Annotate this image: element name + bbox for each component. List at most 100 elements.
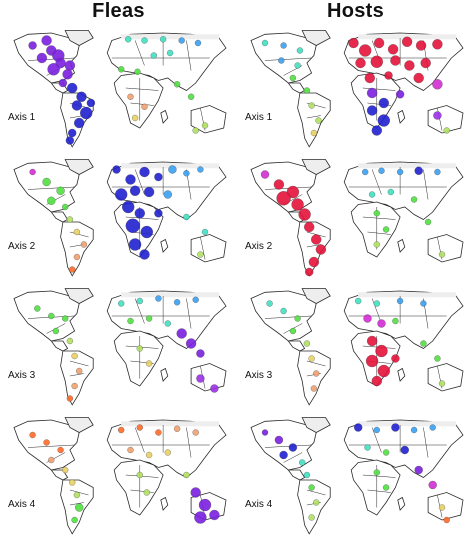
ice-region xyxy=(64,30,94,46)
map-point xyxy=(303,471,311,479)
map-point xyxy=(378,97,389,109)
country-border xyxy=(306,244,321,248)
country-border xyxy=(27,186,75,190)
axis-label: Axis 1 xyxy=(8,112,36,123)
map-point xyxy=(410,196,418,203)
map-point xyxy=(375,344,388,358)
ice-region xyxy=(301,417,331,433)
map-point xyxy=(145,360,153,367)
map-point xyxy=(278,57,285,64)
country-border xyxy=(134,169,145,195)
map-point xyxy=(355,297,362,305)
ice-region xyxy=(64,159,94,175)
map-point xyxy=(410,426,418,434)
map-point xyxy=(443,516,450,524)
map-point xyxy=(364,444,371,451)
map-point xyxy=(308,102,315,109)
land-region xyxy=(397,238,406,253)
map-point xyxy=(125,218,140,233)
world-map xyxy=(13,417,227,535)
map-point xyxy=(359,44,372,57)
map-point xyxy=(315,117,322,124)
map-point xyxy=(198,498,212,512)
country-border xyxy=(367,231,391,235)
country-border xyxy=(371,298,382,324)
map-point xyxy=(122,200,135,214)
map-point xyxy=(363,314,372,323)
country-border xyxy=(125,87,159,91)
map-panel: Axis 3 xyxy=(237,286,470,411)
map-point xyxy=(80,241,88,248)
map-point xyxy=(28,41,37,50)
map-point xyxy=(315,244,327,255)
map-point xyxy=(261,429,269,436)
land-region xyxy=(427,363,464,392)
map-point xyxy=(438,251,446,258)
map-point xyxy=(415,40,427,51)
map-point xyxy=(432,39,443,50)
map-point xyxy=(382,484,390,491)
country-border xyxy=(27,57,75,61)
map-point xyxy=(387,44,399,55)
map-point xyxy=(173,299,181,306)
country-border xyxy=(362,87,396,91)
map-point xyxy=(260,170,270,179)
map-point xyxy=(370,55,383,68)
axis-label: Axis 3 xyxy=(8,370,36,381)
map-point xyxy=(192,127,199,134)
land-region xyxy=(50,340,69,352)
map-point xyxy=(273,179,285,190)
map-point xyxy=(62,69,73,80)
map-point xyxy=(136,424,143,431)
map-point xyxy=(47,196,56,205)
land-region xyxy=(160,238,169,253)
country-border xyxy=(264,444,312,448)
map-point xyxy=(276,191,291,206)
map-point xyxy=(294,315,301,322)
land-region xyxy=(160,109,169,124)
axis-label: Axis 1 xyxy=(245,112,273,123)
map-panel: Axis 3 xyxy=(0,286,233,411)
map-point xyxy=(36,52,48,64)
country-border xyxy=(186,298,192,329)
map-point xyxy=(86,98,96,108)
map-point xyxy=(34,305,41,312)
country-border xyxy=(362,216,396,220)
map-point xyxy=(183,471,190,479)
map-point xyxy=(392,317,399,325)
map-point xyxy=(308,355,315,362)
map-point xyxy=(429,424,436,431)
map-point xyxy=(71,100,83,111)
map-point xyxy=(143,186,155,198)
ice-region xyxy=(121,421,220,427)
country-border xyxy=(283,452,303,463)
map-point xyxy=(143,489,150,496)
map-point xyxy=(150,52,157,59)
land-region xyxy=(13,161,80,213)
column-title-hosts: Hosts xyxy=(326,0,385,22)
map-point xyxy=(365,354,379,368)
map-point xyxy=(187,93,195,100)
land-region xyxy=(287,469,306,481)
map-point xyxy=(373,426,380,434)
map-point xyxy=(420,57,431,69)
axis-label: Axis 4 xyxy=(245,499,273,510)
country-border xyxy=(27,444,75,448)
country-border xyxy=(134,298,145,324)
land-region xyxy=(287,340,306,352)
map-point xyxy=(373,241,380,248)
map-point xyxy=(261,39,269,47)
map-point xyxy=(414,465,423,475)
map-point xyxy=(366,87,378,99)
country-border xyxy=(371,427,382,453)
map-point xyxy=(294,62,301,69)
map-point xyxy=(303,87,311,94)
map-point xyxy=(303,340,311,347)
map-point xyxy=(173,81,181,88)
map-point xyxy=(183,213,190,221)
world-map xyxy=(250,417,464,535)
land-region xyxy=(190,105,227,134)
map-point xyxy=(377,319,386,328)
map-point xyxy=(125,174,136,185)
map-point xyxy=(194,511,207,524)
